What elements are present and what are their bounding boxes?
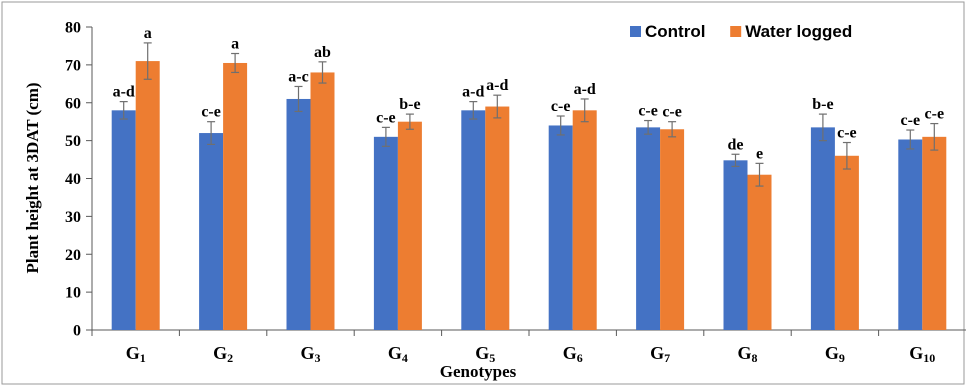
y-tick-label: 20 [65, 247, 81, 264]
y-tick-label: 30 [65, 209, 81, 226]
legend-swatch-water-logged [730, 26, 742, 37]
significance-label: a-d [574, 81, 596, 98]
y-tick-label: 60 [65, 95, 81, 112]
y-tick-label: 70 [65, 57, 81, 74]
significance-label: a-d [486, 77, 508, 94]
bar-control-5 [461, 110, 486, 330]
significance-label: a [231, 36, 239, 53]
significance-label: c-e [201, 104, 221, 121]
bar-water-logged-3 [310, 72, 335, 330]
significance-label: e [756, 145, 763, 162]
significance-label: ab [314, 44, 331, 61]
bar-control-8 [723, 160, 748, 330]
significance-label: c-e [901, 112, 921, 129]
x-tick-label: G5 [475, 343, 495, 365]
bar-control-6 [548, 125, 573, 330]
y-axis-title: Plant height at 3DAT (cm) [23, 82, 42, 273]
significance-label: c-e [837, 125, 857, 142]
x-tick-label: G4 [388, 343, 408, 365]
y-axis: 0 10 20 30 40 50 60 70 80 [65, 20, 93, 340]
bar-water-logged-4 [397, 121, 422, 330]
y-tick-label: 50 [65, 133, 81, 150]
significance-label: b-e [812, 96, 833, 113]
x-tick-label: G1 [126, 343, 146, 365]
bar-control-9 [810, 127, 835, 331]
bar-control-3 [286, 98, 311, 331]
bar-control-4 [373, 136, 398, 330]
significance-label: de [728, 136, 744, 153]
bar-water-logged-8 [747, 174, 772, 330]
bar-control-7 [636, 127, 661, 331]
bar-water-logged-9 [834, 155, 859, 330]
x-tick-label: G8 [737, 343, 757, 365]
significance-label: a-d [113, 84, 135, 101]
legend-swatch-control [630, 26, 641, 37]
significance-label: c-e [376, 109, 396, 126]
bars-layer [111, 61, 947, 331]
significance-label: a [144, 25, 152, 42]
bar-water-logged-7 [660, 129, 685, 330]
bar-water-logged-6 [572, 110, 597, 330]
bar-water-logged-1 [135, 61, 160, 331]
bar-water-logged-10 [922, 136, 947, 330]
bar-water-logged-5 [485, 106, 510, 330]
significance-label: c-e [662, 104, 682, 121]
significance-label: a-c [288, 68, 308, 85]
significance-label: b-e [399, 96, 420, 113]
x-tick-label: G6 [563, 343, 583, 365]
significance-label: c-e [551, 98, 571, 115]
legend-label-control: Control [645, 22, 705, 41]
error-bars-layer [119, 42, 939, 187]
x-tick-label: G3 [300, 343, 320, 365]
bar-control-10 [898, 139, 923, 330]
y-tick-label: 0 [73, 323, 81, 340]
significance-label: c-e [638, 103, 658, 120]
y-tick-label: 10 [65, 285, 81, 302]
bar-water-logged-2 [223, 62, 248, 330]
bar-control-2 [199, 133, 224, 330]
bar-control-1 [111, 110, 136, 330]
x-tick-label: G2 [213, 343, 233, 365]
significance-label: c-e [925, 106, 945, 123]
x-tick-label: G7 [650, 343, 670, 365]
significance-label: a-d [462, 84, 484, 101]
x-tick-label: G9 [825, 343, 845, 365]
x-tick-label: G10 [909, 343, 935, 365]
legend: Control Water logged [630, 22, 852, 41]
y-tick-label: 40 [65, 171, 81, 188]
legend-label-water-logged: Water logged [745, 22, 852, 41]
x-axis-title: Genotypes [440, 362, 517, 381]
y-tick-label: 80 [65, 20, 81, 37]
